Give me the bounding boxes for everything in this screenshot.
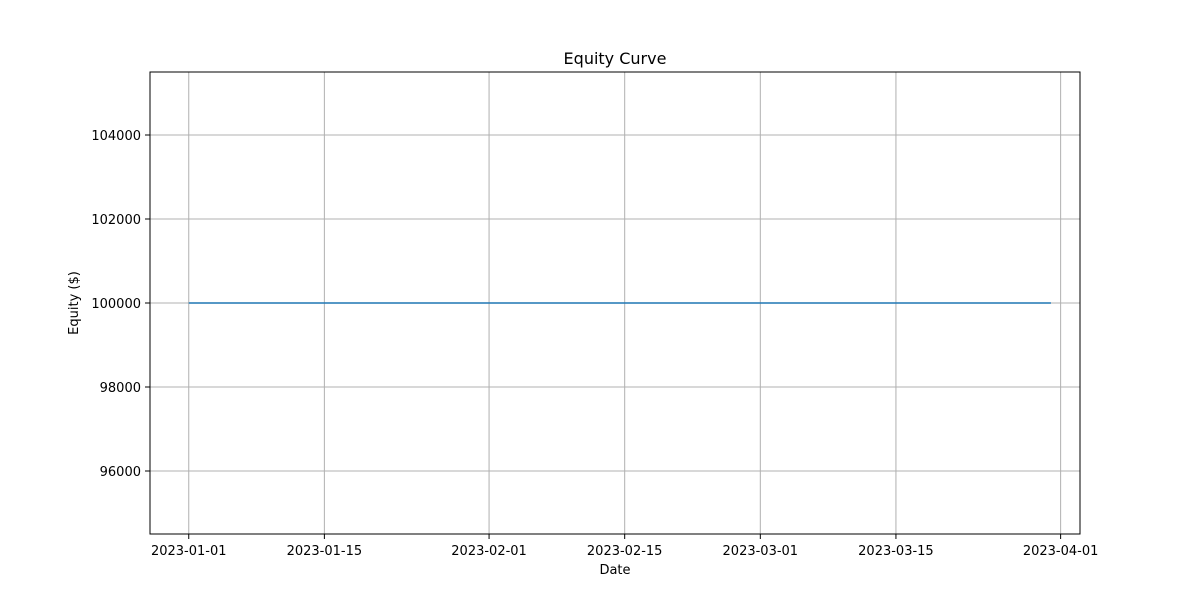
x-tick-label: 2023-01-15 xyxy=(287,544,363,559)
y-tick-label: 100000 xyxy=(91,297,141,312)
y-tick-label: 104000 xyxy=(91,129,141,144)
grid-layer xyxy=(150,72,1080,534)
y-tick-label: 98000 xyxy=(100,381,141,396)
chart-title: Equity Curve xyxy=(564,49,667,68)
x-tick-label: 2023-04-01 xyxy=(1023,544,1099,559)
x-tick-label: 2023-03-15 xyxy=(858,544,934,559)
x-tick-label: 2023-01-01 xyxy=(151,544,227,559)
x-axis-label: Date xyxy=(599,563,630,578)
x-tick-label: 2023-02-15 xyxy=(587,544,663,559)
x-tick-label: 2023-02-01 xyxy=(451,544,527,559)
tick-layer: 2023-01-01 2023-01-15 2023-02-01 2023-02-15… xyxy=(91,129,1098,559)
y-axis-label: Equity ($) xyxy=(67,271,82,335)
y-tick-label: 96000 xyxy=(100,465,141,480)
y-tick-label: 102000 xyxy=(91,213,141,228)
x-tick-label: 2023-03-01 xyxy=(723,544,799,559)
